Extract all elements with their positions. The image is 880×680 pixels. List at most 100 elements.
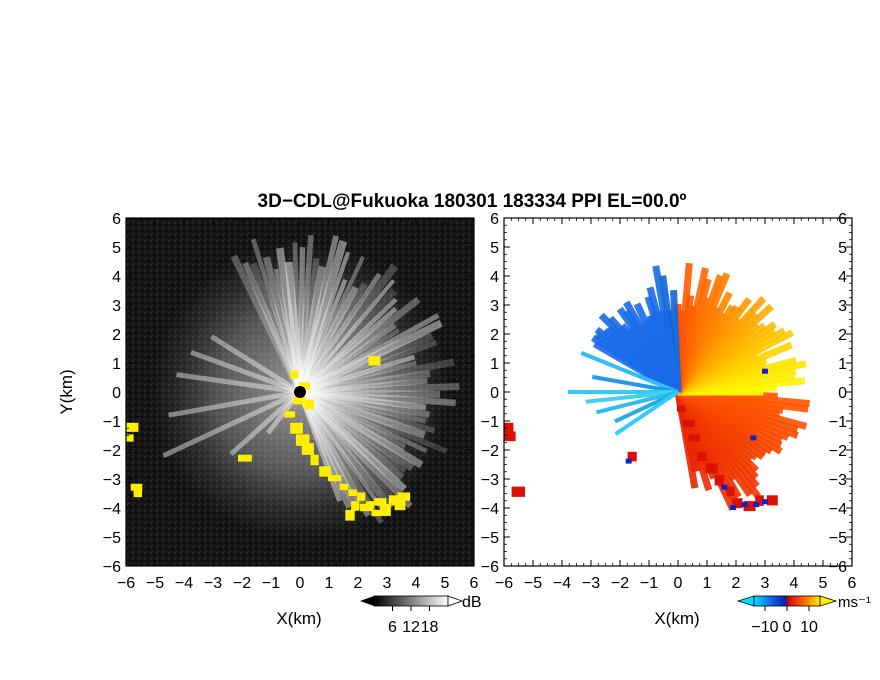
x-tick-label: −2 [233,575,251,592]
snr-colorbar-ticks: 6 12 18 [388,606,438,636]
velocity-blue-echo [762,499,768,504]
snr-panel: −6 −5 −4 −3 −2 −1 0 1 2 3 4 5 66543210−1−2−3−4−5−6 Y… [57,211,482,636]
velocity-colorbar-right-arrow [820,596,836,606]
y-tick-label-inner: 1 [838,356,847,373]
snr-colorbar: dB 6 12 18 [360,594,482,636]
velocity-blue-echo [721,485,727,490]
snr-yellow-echo [290,371,298,379]
y-tick-label: 1 [490,356,499,373]
velocity-red-echo [683,420,695,427]
y-tick-label-inner: −2 [829,443,847,460]
y-tick-label: 0 [112,385,121,402]
x-tick-label: 1 [325,575,334,592]
velocity-red-echo [706,463,718,473]
colorbar-tick-label: 12 [402,619,420,636]
y-tick-label-inner: 2 [838,327,847,344]
velocity-blue-echo [730,505,736,510]
snr-yellow-echo [238,455,252,462]
x-tick-label: −5 [524,575,542,592]
y-tick-label: 6 [490,211,499,228]
velocity-colorbar-ticks: −10 0 10 [751,606,818,636]
radar-site-marker [294,386,306,398]
y-tick-label: 4 [490,269,499,286]
y-tick-label: −5 [481,530,499,547]
velocity-red-echo [677,405,686,411]
x-tick-label: 2 [354,575,363,592]
x-tick-label: −5 [146,575,164,592]
y-tick-label-inner: −6 [829,559,847,576]
snr-colorbar-bar [374,596,448,606]
y-tick-label: 3 [112,298,121,315]
x-tick-label: 4 [790,575,799,592]
x-tick-label: −6 [117,575,135,592]
snr-colorbar-unit: dB [462,594,482,611]
velocity-red-echo [767,495,778,505]
y-tick-label: −3 [103,472,121,489]
snr-yellow-echo [348,490,357,497]
x-tick-label: 6 [848,575,857,592]
y-tick-label-inner: 3 [838,298,847,315]
snr-colorbar-right-arrow [448,596,462,606]
y-tick-label: 6 [112,211,121,228]
y-tick-label: −2 [103,443,121,460]
snr-yellow-echo [351,501,359,511]
x-tick-label: 3 [383,575,392,592]
velocity-colorbar-bar [754,596,820,606]
snr-yellow-echo [395,498,406,510]
snr-yellow-echo [345,510,354,521]
snr-yellow-echo [290,423,303,434]
x-tick-label: −1 [640,575,658,592]
x-tick-label: −4 [553,575,571,592]
x-tick-label: −4 [175,575,193,592]
colorbar-tick-label: 10 [800,619,818,636]
colorbar-tick-label: 0 [783,619,792,636]
y-tick-label-inner: −4 [829,501,847,518]
x-tick-label: −3 [204,575,222,592]
x-tick-label: 3 [761,575,770,592]
velocity-xlabel: X(km) [654,609,699,628]
snr-colorbar-left-arrow [360,596,374,606]
y-tick-label-inner: 5 [838,240,847,257]
y-tick-label: 5 [112,240,121,257]
x-tick-label: 5 [819,575,828,592]
y-tick-label: −6 [481,559,499,576]
velocity-blue-echo [750,435,756,440]
y-tick-label-inner: −1 [829,414,847,431]
y-tick-label: 3 [490,298,499,315]
y-tick-label: −6 [103,559,121,576]
colorbar-tick-label: −10 [751,619,778,636]
x-tick-label: 2 [732,575,741,592]
x-tick-label: −3 [582,575,600,592]
y-tick-label: −2 [481,443,499,460]
snr-yellow-echo [371,510,381,516]
velocity-blue-echo [626,459,632,464]
colorbar-tick-label: 6 [388,619,397,636]
snr-ylabel: Y(km) [57,369,76,414]
y-tick-label-inner: −3 [829,472,847,489]
snr-yellow-echo [284,411,295,417]
figure-title: 3D−CDL@Fukuoka 180301 183334 PPI EL=00.0… [258,191,687,212]
y-tick-label-inner: −5 [829,530,847,547]
velocity-red-echo [512,487,525,497]
velocity-blue-echo [753,502,759,507]
velocity-colorbar: ms⁻¹ −10 0 10 [738,594,871,636]
snr-yellow-echo [134,490,142,498]
colorbar-tick-label: 18 [421,619,439,636]
y-tick-label-inner: 6 [838,211,847,228]
y-tick-label: 5 [490,240,499,257]
y-tick-label: 2 [112,327,121,344]
snr-yellow-echo [366,501,375,508]
snr-xlabel: X(km) [276,609,321,628]
y-tick-label: −1 [103,414,121,431]
y-tick-label: 2 [490,327,499,344]
x-tick-label: −2 [611,575,629,592]
velocity-colorbar-unit: ms⁻¹ [838,594,871,611]
velocity-red-echo [503,432,516,442]
velocity-blue-echo [742,502,748,507]
velocity-panel: −6 −5 −4 −3 −2 −1 0 1 2 3 4 5 66 65 54 43 32 21 10 0−1 −1−2−… [481,211,871,636]
snr-yellow-echo [328,475,341,481]
snr-yellow-echo [357,492,365,500]
snr-yellow-echo [311,455,319,466]
snr-yellow-echo [369,356,381,365]
